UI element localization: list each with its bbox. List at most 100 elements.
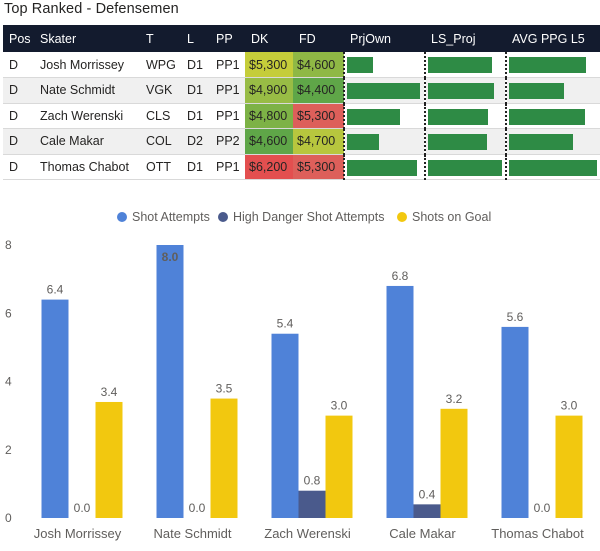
bar-shots-on-goal[interactable] bbox=[440, 408, 468, 518]
header-ls-proj[interactable]: LS_Proj bbox=[425, 25, 506, 52]
bar-shot-attempts[interactable] bbox=[386, 285, 414, 518]
data-label: 8.0 bbox=[162, 250, 179, 264]
y-tick-label: 0 bbox=[5, 511, 12, 525]
cell-skater: Josh Morrissey bbox=[34, 52, 140, 78]
legend-item-shots-on-goal[interactable]: Shots on Goal bbox=[397, 210, 491, 224]
ls-proj-bar-fill bbox=[428, 83, 494, 99]
header-pp[interactable]: PP bbox=[210, 25, 245, 52]
avg-ppg-bar-fill bbox=[509, 57, 586, 73]
data-label: 3.5 bbox=[216, 382, 233, 396]
bar-shots-on-goal[interactable] bbox=[555, 415, 583, 518]
header-pos[interactable]: Pos bbox=[3, 25, 34, 52]
x-tick-label: Josh Morrissey bbox=[34, 526, 122, 541]
table-row[interactable]: D Zach Werenski CLS D1 PP1 $4,800 $5,300 bbox=[3, 103, 600, 129]
bar-shot-attempts[interactable] bbox=[41, 299, 69, 518]
bar-shots-on-goal[interactable] bbox=[210, 398, 238, 518]
cell-dk: $4,600 bbox=[245, 128, 293, 155]
cell-fd: $4,400 bbox=[293, 77, 344, 104]
cell-ls-proj-bar bbox=[424, 154, 506, 180]
y-tick-label: 2 bbox=[5, 443, 12, 457]
cell-team: VGK bbox=[140, 77, 181, 104]
header-skater[interactable]: Skater bbox=[34, 25, 140, 52]
cell-pos: D bbox=[3, 52, 34, 78]
cell-pp: PP1 bbox=[210, 103, 245, 129]
header-avg-ppg[interactable]: AVG PPG L5 bbox=[506, 25, 600, 52]
cell-line: D1 bbox=[181, 154, 210, 180]
cell-pp: PP1 bbox=[210, 52, 245, 78]
prjown-bar-fill bbox=[347, 134, 379, 150]
cell-line: D1 bbox=[181, 103, 210, 129]
header-line[interactable]: L bbox=[181, 25, 210, 52]
page-title: Top Ranked - Defensemen bbox=[4, 1, 179, 17]
data-label: 3.2 bbox=[446, 392, 463, 406]
data-label: 3.4 bbox=[101, 385, 118, 399]
header-prjown[interactable]: PrjOwn bbox=[344, 25, 425, 52]
prjown-bar-fill bbox=[347, 57, 373, 73]
bar-shot-attempts[interactable] bbox=[501, 326, 529, 518]
data-label: 5.4 bbox=[277, 317, 294, 331]
cell-fd: $4,600 bbox=[293, 52, 344, 78]
cell-prjown-bar bbox=[343, 52, 425, 78]
cell-skater: Zach Werenski bbox=[34, 103, 140, 129]
avg-ppg-bar-fill bbox=[509, 83, 564, 99]
cell-line: D1 bbox=[181, 52, 210, 78]
cell-dk: $5,300 bbox=[245, 52, 293, 78]
avg-ppg-bar-fill bbox=[509, 134, 573, 150]
data-label: 3.0 bbox=[561, 399, 578, 413]
cell-avg-ppg-bar bbox=[505, 154, 600, 180]
ls-proj-bar-fill bbox=[428, 159, 502, 176]
bar-high-danger-shot-attempts[interactable] bbox=[413, 504, 441, 518]
data-label: 6.4 bbox=[47, 283, 64, 297]
avg-ppg-bar-fill bbox=[509, 108, 585, 125]
header-dk[interactable]: DK bbox=[245, 25, 293, 52]
ls-proj-bar-fill bbox=[428, 134, 487, 150]
cell-avg-ppg-bar bbox=[505, 128, 600, 155]
table-row[interactable]: D Nate Schmidt VGK D1 PP1 $4,900 $4,400 bbox=[3, 77, 600, 104]
x-tick-label: Nate Schmidt bbox=[153, 526, 231, 541]
legend-item-shot-attempts[interactable]: Shot Attempts bbox=[117, 210, 210, 224]
header-fd[interactable]: FD bbox=[293, 25, 344, 52]
y-tick-label: 8 bbox=[5, 238, 12, 252]
cell-ls-proj-bar bbox=[424, 77, 506, 104]
cell-prjown-bar bbox=[343, 77, 425, 104]
bar-shots-on-goal[interactable] bbox=[95, 401, 123, 518]
table-row[interactable]: D Cale Makar COL D2 PP2 $4,600 $4,700 bbox=[3, 128, 600, 155]
bar-chart: 0 2 4 6 8 6.4 0.0 3.4 Josh Morrissey 8.0 0.0 3.5 Nat… bbox=[5, 238, 584, 541]
cell-avg-ppg-bar bbox=[505, 52, 600, 78]
x-tick-label: Cale Makar bbox=[389, 526, 456, 541]
cell-fd: $4,700 bbox=[293, 128, 344, 155]
data-label: 0.4 bbox=[419, 487, 436, 501]
y-tick-label: 6 bbox=[5, 306, 12, 320]
cell-pos: D bbox=[3, 128, 34, 155]
x-tick-label: Zach Werenski bbox=[264, 526, 351, 541]
cell-prjown-bar bbox=[343, 128, 425, 155]
cell-pos: D bbox=[3, 103, 34, 129]
cell-dk: $4,800 bbox=[245, 103, 293, 129]
y-tick-label: 4 bbox=[5, 375, 12, 389]
header-team[interactable]: T bbox=[140, 25, 181, 52]
data-label: 3.0 bbox=[331, 399, 348, 413]
defensemen-table: Pos Skater T L PP DK FD PrjOwn LS_Proj A… bbox=[3, 25, 600, 180]
cell-line: D1 bbox=[181, 77, 210, 104]
bar-shot-attempts[interactable] bbox=[271, 333, 299, 518]
cell-ls-proj-bar bbox=[424, 128, 506, 155]
cell-ls-proj-bar bbox=[424, 103, 506, 129]
cell-avg-ppg-bar bbox=[505, 77, 600, 104]
cell-skater: Nate Schmidt bbox=[34, 77, 140, 104]
bar-shots-on-goal[interactable] bbox=[325, 415, 353, 518]
cell-fd: $5,300 bbox=[293, 103, 344, 129]
table-row[interactable]: D Josh Morrissey WPG D1 PP1 $5,300 $4,600 bbox=[3, 52, 600, 78]
legend-item-high-danger[interactable]: High Danger Shot Attempts bbox=[218, 210, 384, 224]
cell-pp: PP1 bbox=[210, 154, 245, 180]
cell-skater: Thomas Chabot bbox=[34, 154, 140, 180]
bar-high-danger-shot-attempts[interactable] bbox=[298, 490, 326, 518]
ls-proj-bar-fill bbox=[428, 108, 488, 125]
cell-team: OTT bbox=[140, 154, 181, 180]
table-row[interactable]: D Thomas Chabot OTT D1 PP1 $6,200 $5,300 bbox=[3, 154, 600, 180]
table-header-row: Pos Skater T L PP DK FD PrjOwn LS_Proj A… bbox=[3, 25, 600, 52]
data-label: 0.0 bbox=[74, 501, 91, 515]
cell-team: WPG bbox=[140, 52, 181, 78]
cell-pp: PP2 bbox=[210, 128, 245, 155]
bar-shot-attempts[interactable] bbox=[156, 245, 184, 518]
legend-dot-shots-on-goal bbox=[397, 212, 407, 222]
